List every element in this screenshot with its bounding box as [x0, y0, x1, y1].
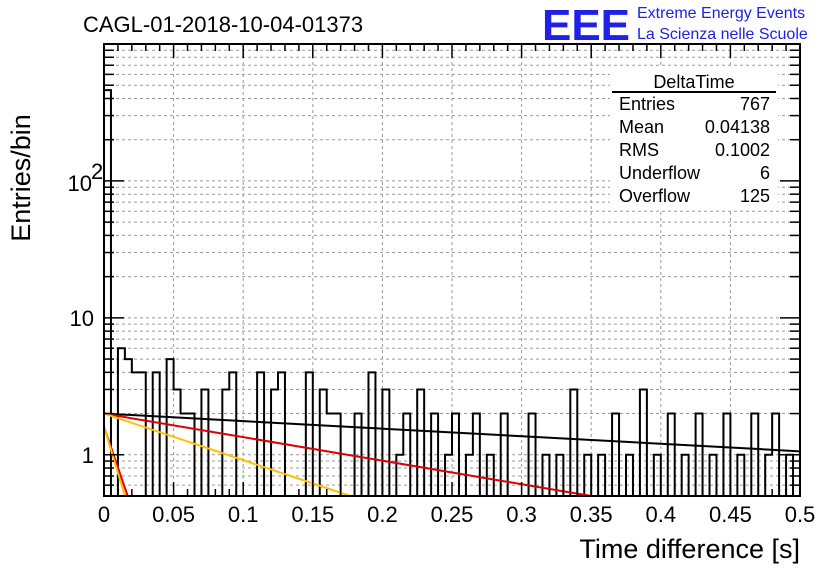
stats-value: 6 — [760, 163, 770, 183]
y-axis-label: Entries/bin — [6, 114, 36, 242]
x-tick-label: 0.5 — [785, 502, 816, 527]
fit-curve-0 — [103, 412, 801, 453]
eee-logo-line1: Extreme Energy Events — [637, 5, 805, 22]
eee-logo-mark: EEE — [542, 1, 630, 50]
eee-logo: EEE Extreme Energy Events La Scienza nel… — [542, 1, 808, 50]
x-axis-label: Time difference [s] — [579, 534, 800, 564]
x-tick-label: 0.1 — [228, 502, 259, 527]
fit-curves — [103, 412, 801, 497]
stats-value: 767 — [740, 94, 770, 114]
x-tick-label: 0.05 — [152, 502, 195, 527]
y-tick-exponent: 2 — [91, 159, 103, 184]
stats-label: RMS — [619, 140, 659, 160]
x-tick-label: 0.25 — [431, 502, 474, 527]
y-tick-label-1: 1 — [82, 443, 94, 468]
x-tick-label: 0.4 — [646, 502, 677, 527]
fit-curve-1 — [103, 412, 592, 497]
y-tick-label-10: 10 — [70, 306, 94, 331]
stats-label: Overflow — [619, 186, 691, 206]
x-tick-label: 0.45 — [709, 502, 752, 527]
stats-value: 0.04138 — [705, 117, 770, 137]
stats-value: 0.1002 — [715, 140, 770, 160]
x-tick-label: 0.35 — [570, 502, 613, 527]
stats-box-background — [610, 66, 778, 210]
x-tick-label: 0.15 — [291, 502, 334, 527]
x-tick-label: 0.2 — [367, 502, 398, 527]
plot-axes — [103, 43, 801, 497]
x-tick-label: 0 — [98, 502, 110, 527]
y-tick-label-100: 10 — [68, 171, 92, 196]
eee-logo-line2: La Scienza nelle Scuole — [637, 26, 808, 43]
x-tick-label: 0.3 — [506, 502, 537, 527]
fit-curve-4 — [103, 426, 126, 497]
x-tick-labels: 0 0.05 0.1 0.15 0.2 0.25 0.3 0.35 0.4 0.45 0.5 — [98, 502, 815, 527]
stats-label: Underflow — [619, 163, 701, 183]
stats-value: 125 — [740, 186, 770, 206]
stats-label: Entries — [619, 94, 675, 114]
chart-title: CAGL-01-2018-10-04-01373 — [83, 12, 363, 37]
stats-title: DeltaTime — [653, 72, 734, 92]
stats-label: Mean — [619, 117, 664, 137]
fit-curve-2 — [103, 412, 351, 497]
